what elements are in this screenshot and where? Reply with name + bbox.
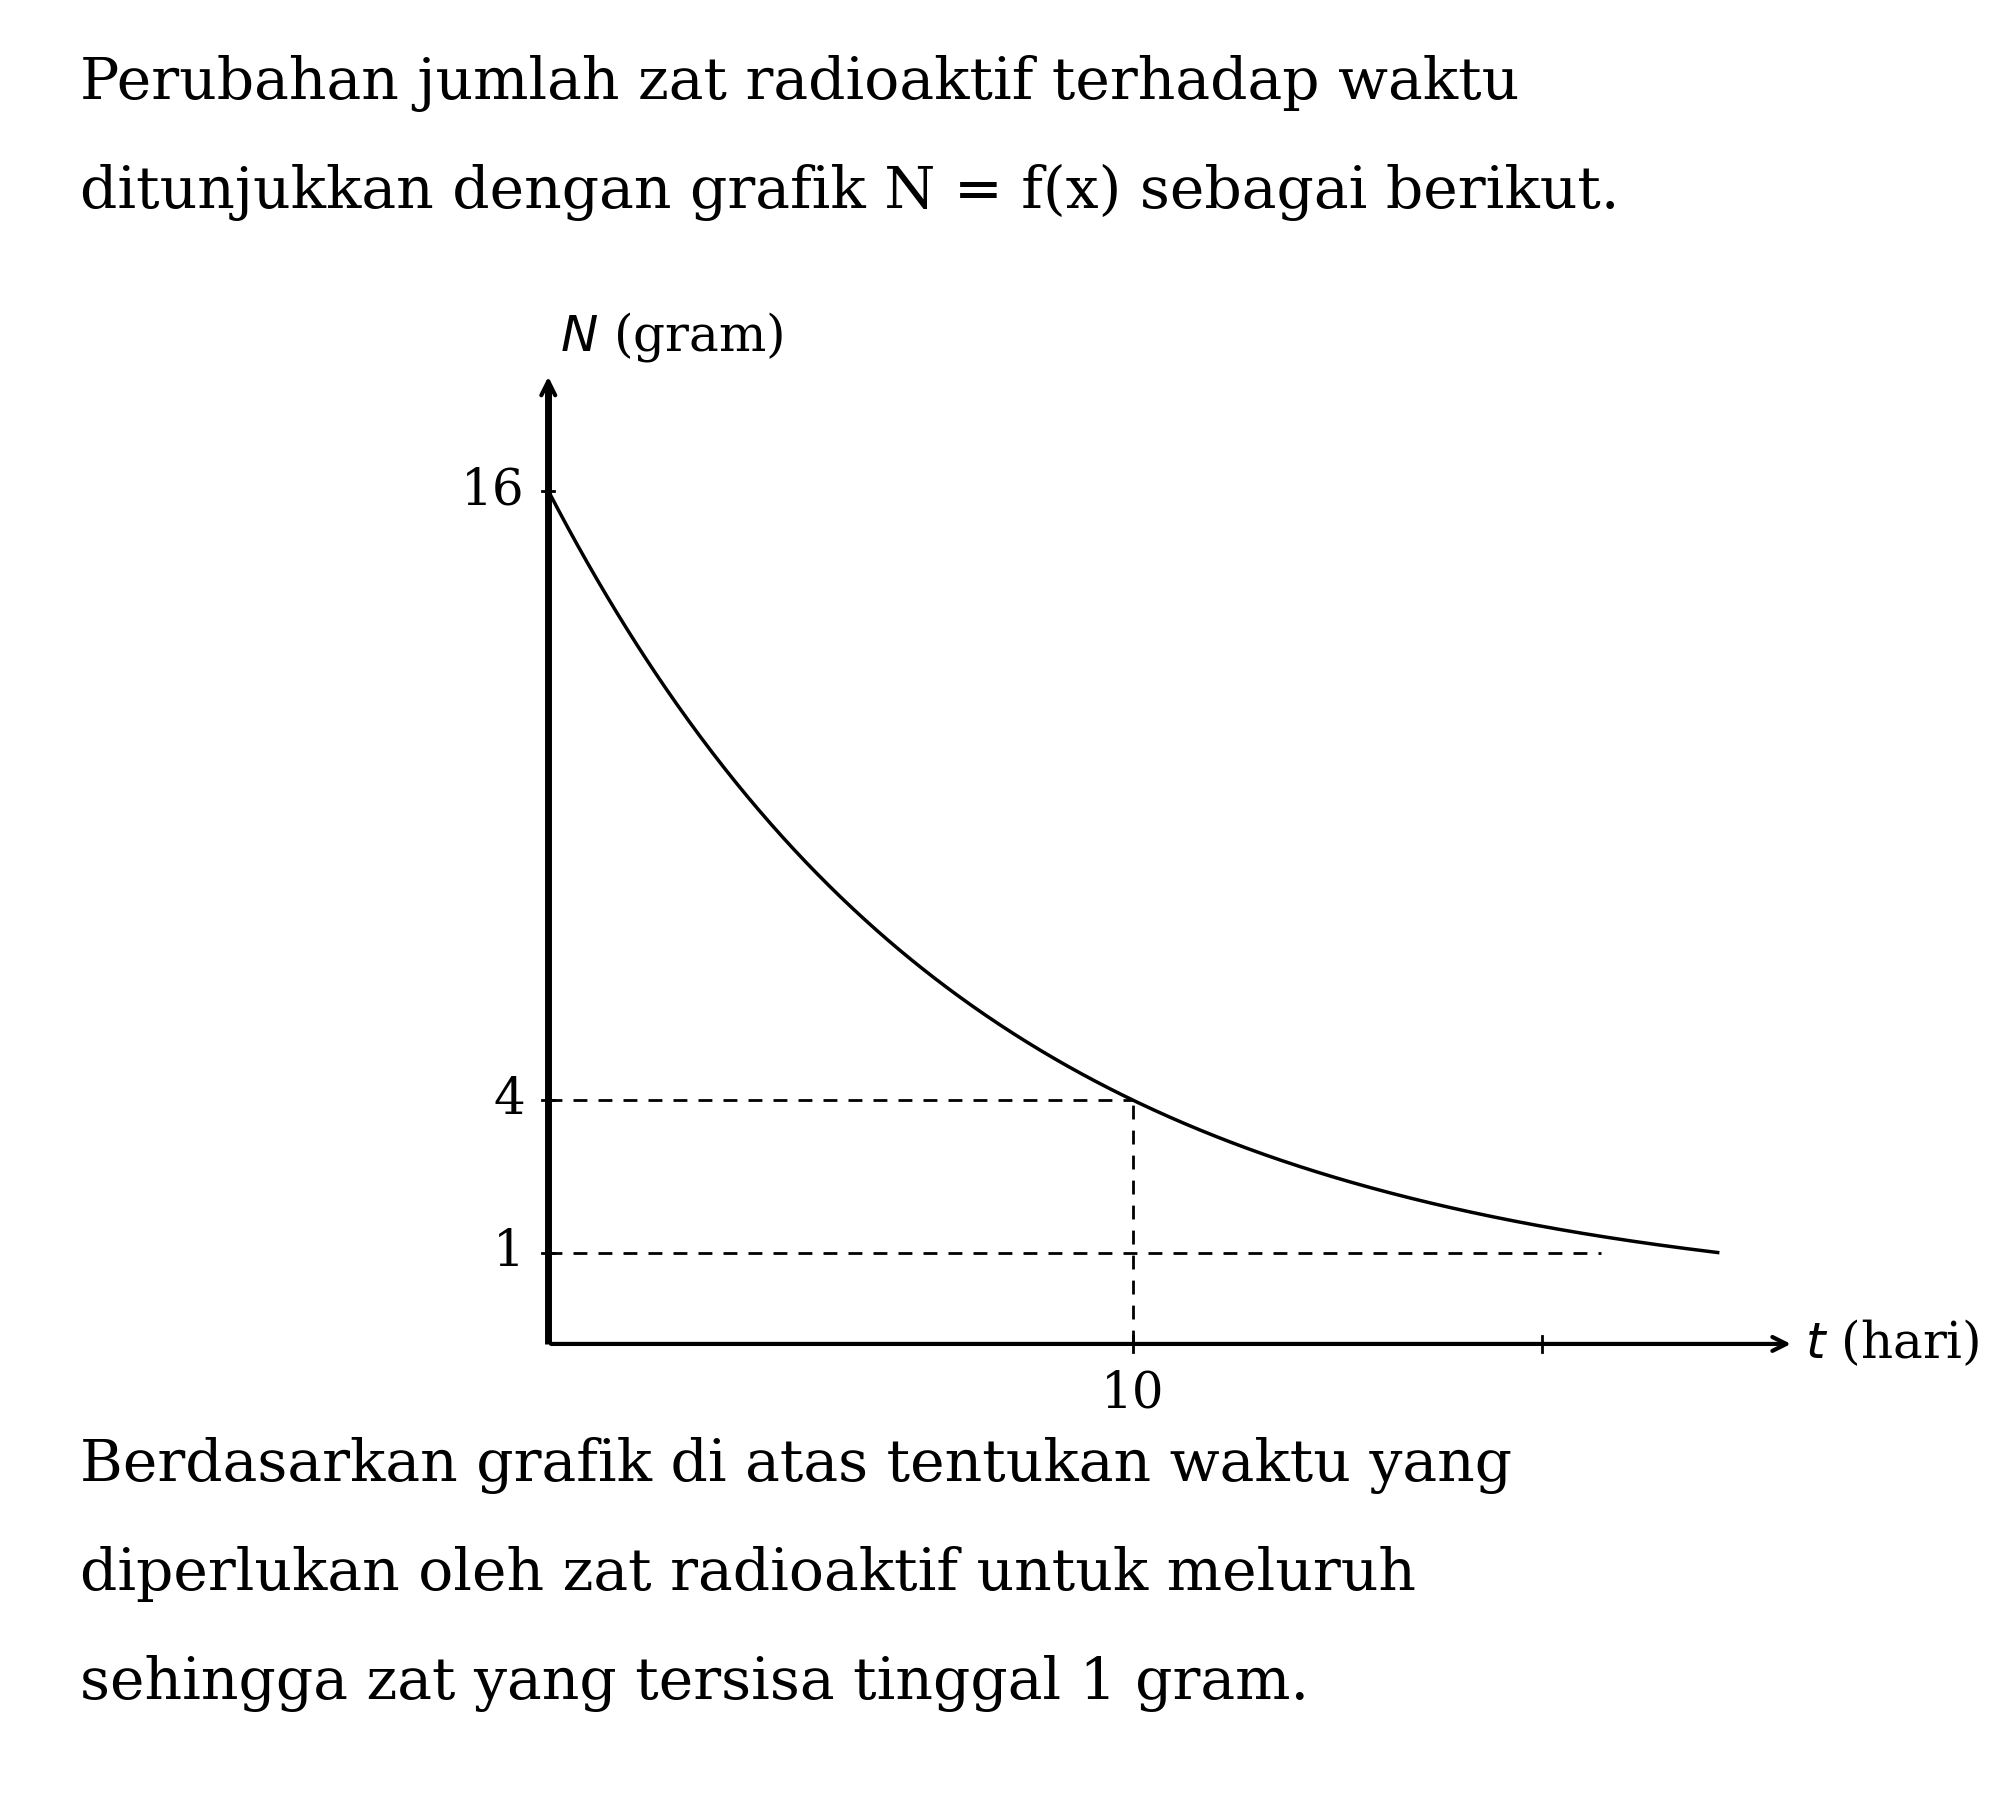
Text: 16: 16 bbox=[461, 466, 525, 515]
Text: Berdasarkan grafik di atas tentukan waktu yang: Berdasarkan grafik di atas tentukan wakt… bbox=[80, 1437, 1512, 1493]
Text: 1: 1 bbox=[493, 1228, 525, 1277]
Text: 4: 4 bbox=[493, 1075, 525, 1124]
Text: sehingga zat yang tersisa tinggal 1 gram.: sehingga zat yang tersisa tinggal 1 gram… bbox=[80, 1655, 1309, 1712]
Text: $N$ (gram): $N$ (gram) bbox=[559, 309, 784, 364]
Text: $t$ (hari): $t$ (hari) bbox=[1804, 1319, 1979, 1370]
Text: Perubahan jumlah zat radioaktif terhadap waktu: Perubahan jumlah zat radioaktif terhadap… bbox=[80, 55, 1518, 111]
Text: diperlukan oleh zat radioaktif untuk meluruh: diperlukan oleh zat radioaktif untuk mel… bbox=[80, 1546, 1416, 1603]
Text: 10: 10 bbox=[1101, 1370, 1165, 1419]
Text: ditunjukkan dengan grafik N = f(x) sebagai berikut.: ditunjukkan dengan grafik N = f(x) sebag… bbox=[80, 164, 1618, 220]
